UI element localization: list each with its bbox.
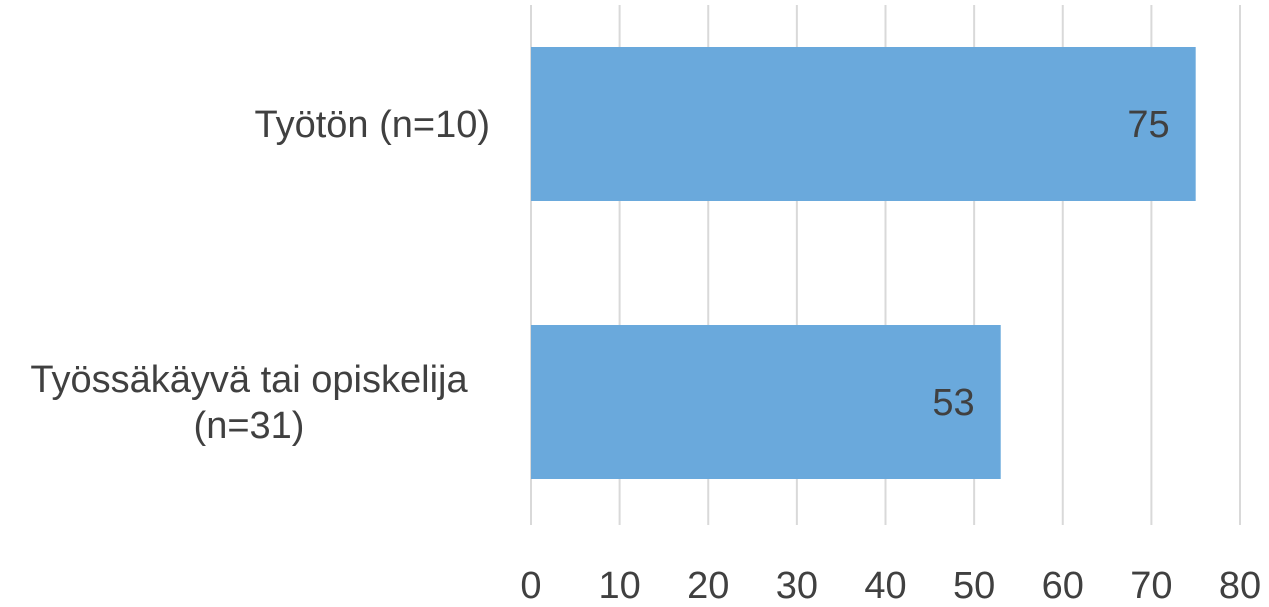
bars <box>531 47 1196 479</box>
bar <box>531 47 1196 201</box>
data-labels: 75 53 <box>932 104 1169 424</box>
data-label: 75 <box>1127 104 1169 146</box>
category-label: (n=31) <box>194 405 305 447</box>
x-tick-label: 50 <box>953 565 995 607</box>
x-tick-label: 20 <box>687 565 729 607</box>
x-tick-label: 60 <box>1042 565 1084 607</box>
x-axis-tick-labels: 0 10 20 30 40 50 60 70 80 <box>520 565 1261 607</box>
x-tick-label: 10 <box>598 565 640 607</box>
category-label: Työssäkäyvä tai opiskelija <box>30 359 468 401</box>
x-tick-label: 70 <box>1130 565 1172 607</box>
data-label: 53 <box>932 382 974 424</box>
x-tick-label: 30 <box>776 565 818 607</box>
x-tick-label: 0 <box>520 565 541 607</box>
category-label: Työtön (n=10) <box>254 104 490 146</box>
x-tick-label: 80 <box>1219 565 1261 607</box>
x-tick-label: 40 <box>864 565 906 607</box>
category-labels: Työtön (n=10) Työssäkäyvä tai opiskelija(… <box>30 104 490 447</box>
bar <box>531 325 1001 479</box>
